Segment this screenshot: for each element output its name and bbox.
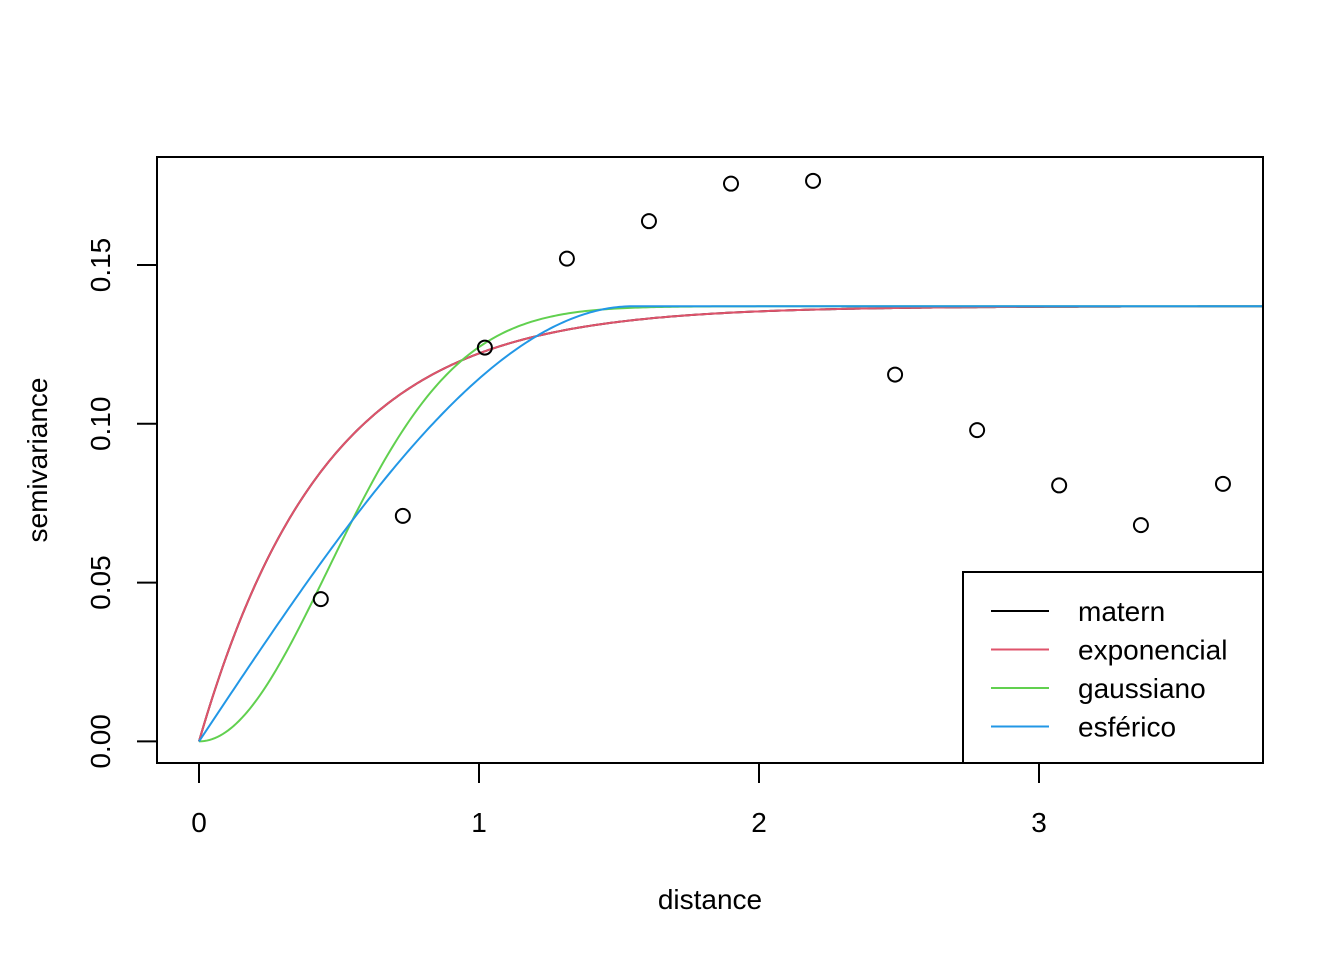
data-point <box>723 175 739 192</box>
data-point <box>394 507 411 524</box>
data-point <box>1132 517 1149 534</box>
y-tick-label: 0.15 <box>85 238 116 293</box>
x-axis: 0 1 2 3 <box>191 762 1047 838</box>
legend-label-3: gaussiano <box>1078 673 1206 704</box>
y-tick-label: 0.10 <box>85 397 116 452</box>
legend-label-2: exponencial <box>1078 635 1227 666</box>
x-tick-label: 2 <box>751 807 767 838</box>
series-line-4 <box>198 305 1263 742</box>
legend-label-1: matern <box>1078 596 1165 627</box>
y-tick-label: 0.00 <box>85 714 116 769</box>
model-curves <box>198 305 1263 743</box>
legend-box <box>962 571 1264 764</box>
empirical-points <box>312 172 1231 608</box>
x-tick-label: 3 <box>1031 807 1047 838</box>
x-axis-label: distance <box>658 884 762 915</box>
data-point <box>558 250 575 267</box>
x-tick-label: 0 <box>191 807 207 838</box>
data-point <box>887 366 904 383</box>
y-tick-label: 0.05 <box>85 555 116 610</box>
y-axis-label: semivariance <box>22 378 53 543</box>
legend: matern exponencial gaussiano esférico <box>962 571 1264 764</box>
data-point <box>476 339 493 356</box>
data-point <box>969 422 986 439</box>
data-point <box>805 172 822 189</box>
y-axis: 0.00 0.05 0.10 0.15 <box>85 238 158 769</box>
legend-label-4: esférico <box>1078 712 1176 743</box>
data-point <box>312 591 329 608</box>
data-point <box>1214 475 1231 492</box>
x-tick-label: 1 <box>471 807 487 838</box>
data-point <box>640 213 657 230</box>
data-point <box>1051 477 1068 494</box>
